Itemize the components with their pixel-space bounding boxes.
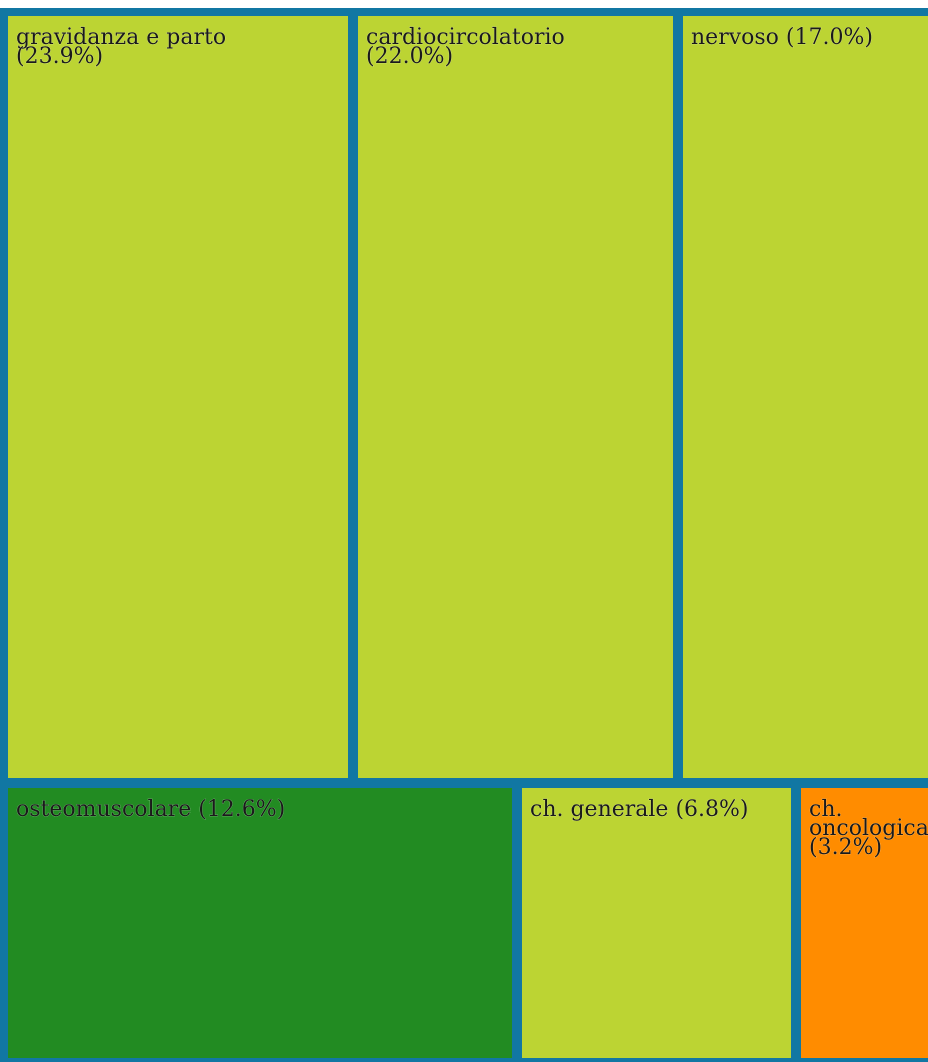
tile-label-line: (22.0%) bbox=[366, 44, 453, 69]
tile-label-line: osteomuscolare (12.6%) bbox=[16, 797, 285, 822]
tile-label-line: ch. generale (6.8%) bbox=[530, 797, 749, 822]
tile-label-line: nervoso (17.0%) bbox=[691, 25, 873, 50]
tile-label-line: cardiocircolatorio bbox=[366, 25, 565, 50]
tile-label-line: oncologica bbox=[809, 816, 928, 841]
tile-nervoso bbox=[683, 16, 928, 778]
tile-label-nervoso: nervoso (17.0%) bbox=[691, 25, 873, 50]
tile-osteomuscolare bbox=[8, 788, 512, 1058]
tile-label-gravidanza-e-parto: gravidanza e parto (23.9%) bbox=[16, 25, 226, 69]
tile-label-line: (3.2%) bbox=[809, 835, 882, 860]
tile-label-line: ch. bbox=[809, 797, 842, 822]
tile-label-ch-generale: ch. generale (6.8%) bbox=[530, 797, 749, 822]
tile-label-line: gravidanza e parto bbox=[16, 25, 226, 50]
tile-label-cardiocircolatorio: cardiocircolatorio (22.0%) bbox=[366, 25, 565, 69]
tile-cardiocircolatorio bbox=[358, 16, 673, 778]
tile-label-line: (23.9%) bbox=[16, 44, 103, 69]
tile-ch-generale bbox=[522, 788, 791, 1058]
tile-label-ch-oncologica: ch. oncologica (3.2%) bbox=[809, 797, 928, 860]
tile-gravidanza-e-parto bbox=[8, 16, 348, 778]
tile-label-osteomuscolare: osteomuscolare (12.6%) bbox=[16, 797, 285, 822]
tile-ch-oncologica bbox=[801, 788, 928, 1058]
